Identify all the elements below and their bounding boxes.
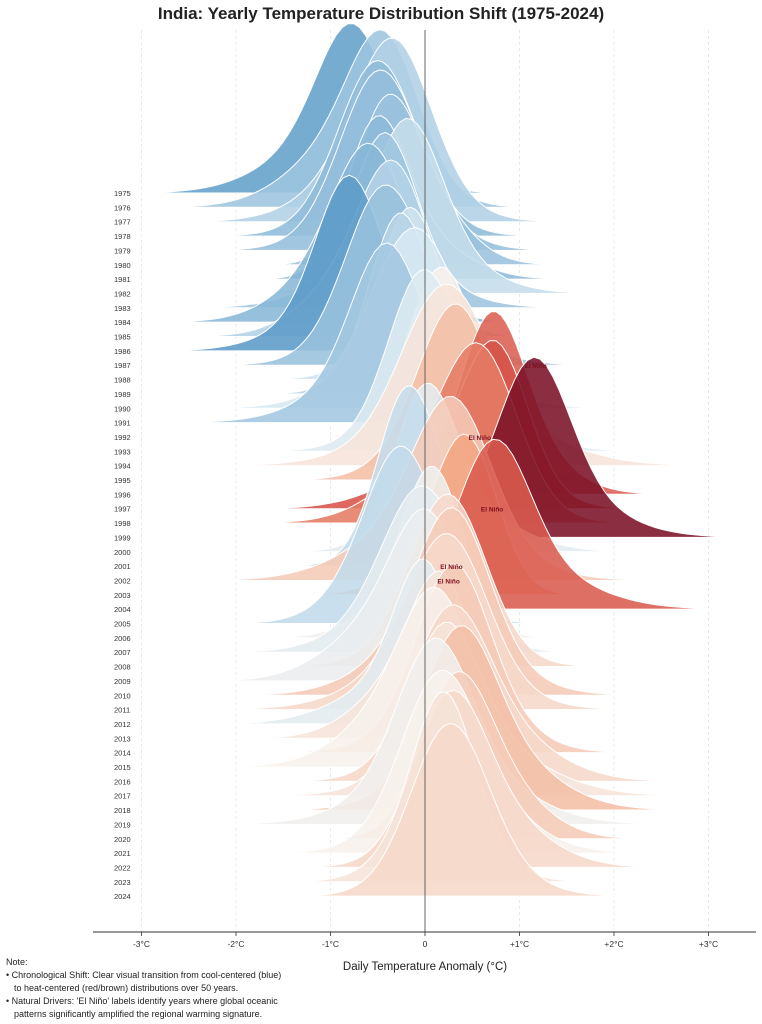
year-label: 1996 — [114, 490, 131, 499]
x-tick-label: -3°C — [133, 939, 150, 949]
year-label: 2001 — [114, 562, 131, 571]
note-line: to heat-centered (red/brown) distributio… — [14, 983, 239, 993]
year-label: 1979 — [114, 246, 131, 255]
year-label: 1978 — [114, 232, 131, 241]
year-label: 2018 — [114, 806, 131, 815]
year-label: 1997 — [114, 505, 131, 514]
x-tick-label: +3°C — [699, 939, 718, 949]
note-line: • Natural Drivers: 'El Niño' labels iden… — [6, 996, 278, 1006]
year-label: 2021 — [114, 849, 131, 858]
year-label: 2011 — [114, 706, 130, 715]
year-label: 2013 — [114, 734, 131, 743]
el-nino-label: El Niño — [524, 363, 546, 370]
year-label: 2005 — [114, 620, 131, 629]
year-label: 1988 — [114, 376, 131, 385]
year-label: 1999 — [114, 533, 131, 542]
year-label: 2017 — [114, 792, 131, 801]
ridge-2004 — [200, 438, 762, 610]
year-label: 2002 — [114, 576, 131, 585]
year-label: 2010 — [114, 691, 131, 700]
year-label: 2019 — [114, 820, 131, 829]
ridges — [80, 23, 762, 897]
x-tick-label: +2°C — [604, 939, 623, 949]
chart-title: India: Yearly Temperature Distribution S… — [157, 4, 605, 23]
note-line: • Chronological Shift: Clear visual tran… — [6, 970, 282, 980]
year-label: 1983 — [114, 304, 131, 313]
year-label: 1985 — [114, 333, 131, 342]
notes-heading: Note: — [6, 957, 28, 967]
x-tick-label: +1°C — [510, 939, 529, 949]
year-label: 1994 — [114, 462, 131, 471]
x-tick-label: -1°C — [322, 939, 339, 949]
year-label: 2003 — [114, 591, 131, 600]
el-nino-label: El Niño — [437, 578, 459, 585]
chart-notes: Note: • Chronological Shift: Clear visua… — [6, 956, 281, 1021]
ridge-1991 — [103, 242, 672, 424]
year-label: 2014 — [114, 749, 131, 758]
year-label: 2022 — [114, 863, 131, 872]
year-label: 1981 — [114, 275, 131, 284]
year-label: 2024 — [114, 892, 131, 901]
x-tick-label: 0 — [423, 939, 428, 949]
year-label: 2004 — [114, 605, 131, 614]
year-label: 1977 — [114, 218, 131, 227]
year-label: 1982 — [114, 289, 131, 298]
year-label: 1975 — [114, 189, 131, 198]
year-label: 1992 — [114, 433, 131, 442]
x-axis-label: Daily Temperature Anomaly (°C) — [342, 961, 508, 973]
x-tick-label: -2°C — [227, 939, 244, 949]
year-label: 2008 — [114, 663, 131, 672]
year-label: 2007 — [114, 648, 131, 657]
year-labels: 1975 1976 1977 1978 1979 1980 1981 1982 1983 1984… — [114, 189, 131, 901]
year-label: 1998 — [114, 519, 131, 528]
el-nino-label: El Niño — [440, 564, 462, 571]
annotations: El Niño El Niño El Niño El Niño El Niño — [437, 363, 546, 585]
year-label: 1986 — [114, 347, 131, 356]
year-label: 1989 — [114, 390, 131, 399]
ridge-2024 — [204, 723, 693, 897]
year-label: 1980 — [114, 261, 131, 270]
year-label: 1993 — [114, 447, 131, 456]
year-label: 2020 — [114, 835, 131, 844]
year-label: 2016 — [114, 777, 131, 786]
ridge-1998 — [218, 342, 746, 524]
year-label: 2009 — [114, 677, 131, 686]
year-label: 2015 — [114, 763, 131, 772]
el-nino-label: El Niño — [481, 507, 503, 514]
year-label: 2000 — [114, 548, 131, 557]
note-line: patterns significantly amplified the reg… — [14, 1009, 263, 1019]
year-label: 2006 — [114, 634, 131, 643]
year-label: 1995 — [114, 476, 131, 485]
year-label: 1976 — [114, 203, 131, 212]
year-label: 1984 — [114, 318, 131, 327]
el-nino-label: El Niño — [469, 435, 491, 442]
year-label: 2012 — [114, 720, 131, 729]
x-axis: -3°C -2°C -1°C 0 +1°C +2°C +3°C — [93, 931, 756, 949]
year-label: 1990 — [114, 404, 131, 413]
year-label: 1991 — [114, 419, 131, 428]
year-label: 2023 — [114, 878, 131, 887]
year-label: 1987 — [114, 361, 131, 370]
